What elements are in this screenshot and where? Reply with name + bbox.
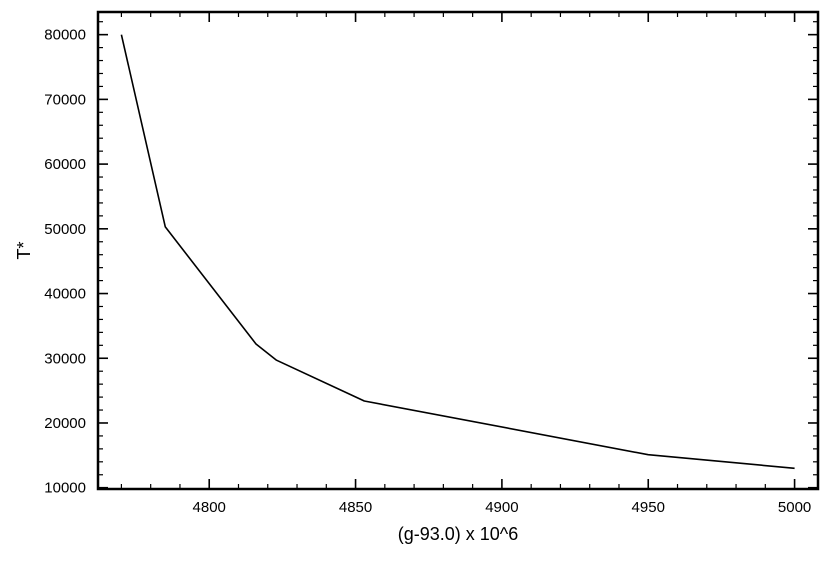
y-tick-label: 10000 (44, 480, 86, 497)
x-tick-label: 4900 (485, 499, 518, 516)
y-axis-title: T* (14, 242, 34, 260)
y-tick-label: 50000 (44, 221, 86, 238)
y-tick-label: 60000 (44, 156, 86, 173)
x-tick-label: 4850 (339, 499, 372, 516)
minor-ticks (98, 12, 818, 489)
y-tick-label: 40000 (44, 286, 86, 303)
series-line (120, 34, 795, 470)
y-tick-label: 30000 (44, 350, 86, 367)
x-tick-label: 4800 (193, 499, 226, 516)
plot-frame (96, 10, 820, 491)
x-axis-title: (g-93.0) x 10^6 (398, 524, 519, 544)
y-tick-label: 80000 (44, 27, 86, 44)
x-tick-label: 4950 (632, 499, 665, 516)
y-tick-labels: 10000 20000 30000 40000 50000 60000 70000 80000 (44, 27, 86, 497)
major-ticks (98, 12, 818, 489)
y-tick-label: 20000 (44, 415, 86, 432)
x-tick-label: 5000 (778, 499, 811, 516)
y-tick-label: 70000 (44, 91, 86, 108)
x-tick-labels: 4800 4850 4900 4950 5000 (193, 499, 812, 516)
